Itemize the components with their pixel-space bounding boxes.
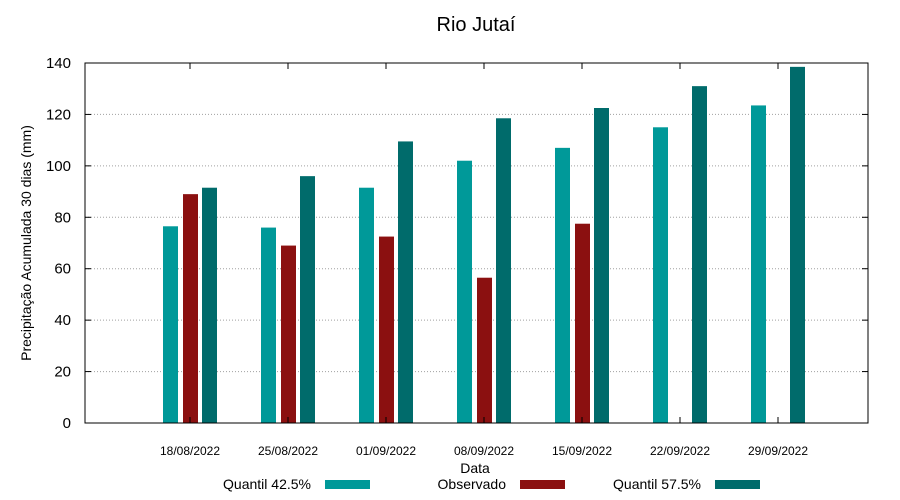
legend-label: Quantil 57.5% bbox=[613, 476, 701, 492]
y-tick-label: 60 bbox=[54, 261, 71, 278]
bar-quantil-57-5 bbox=[398, 141, 413, 423]
y-tick-label: 80 bbox=[54, 209, 71, 226]
legend-swatch-observado bbox=[520, 480, 565, 489]
bar-quantil-57-5 bbox=[202, 187, 217, 423]
bar-quantil-42-5 bbox=[653, 127, 668, 424]
legend-label: Quantil 42.5% bbox=[223, 476, 311, 492]
x-tick-label: 15/09/2022 bbox=[552, 444, 612, 458]
y-tick-label: 40 bbox=[54, 312, 71, 329]
bar-quantil-42-5 bbox=[457, 160, 472, 423]
x-tick-label: 18/08/2022 bbox=[160, 444, 220, 458]
x-tick-label: 08/09/2022 bbox=[454, 444, 514, 458]
y-tick-label: 100 bbox=[46, 158, 71, 175]
bar-observado bbox=[281, 245, 296, 423]
bar-quantil-57-5 bbox=[496, 118, 511, 424]
bar-quantil-57-5 bbox=[300, 176, 315, 423]
y-tick-label: 120 bbox=[46, 106, 71, 123]
plot-frame bbox=[84, 62, 869, 424]
y-axis-label: Precipitação Acumulada 30 dias (mm) bbox=[18, 125, 34, 361]
x-tick-label: 22/09/2022 bbox=[650, 444, 710, 458]
bar-quantil-57-5 bbox=[594, 108, 609, 423]
legend-swatch-quantil-42-5 bbox=[325, 480, 370, 489]
bar-quantil-42-5 bbox=[359, 187, 374, 423]
legend-label: Observado bbox=[438, 476, 507, 492]
bar-observado bbox=[183, 194, 198, 423]
y-tick-label: 0 bbox=[63, 415, 71, 432]
bar-quantil-42-5 bbox=[751, 105, 766, 423]
legend-swatch-quantil-57-5 bbox=[715, 480, 760, 489]
x-tick-label: 25/08/2022 bbox=[258, 444, 318, 458]
bar-quantil-42-5 bbox=[163, 226, 178, 423]
legend: Quantil 42.5% Observado Quantil 57.5% bbox=[223, 476, 760, 492]
bar-quantil-57-5 bbox=[692, 86, 707, 424]
x-tick-label: 29/09/2022 bbox=[748, 444, 808, 458]
bar-observado bbox=[379, 236, 394, 423]
bars bbox=[163, 66, 805, 424]
y-tick-label: 20 bbox=[54, 364, 71, 381]
y-axis-ticks: 0 20 40 60 80 100 120 140 bbox=[46, 55, 868, 432]
chart-title: Rio Jutaí bbox=[437, 14, 516, 36]
bar-quantil-42-5 bbox=[555, 147, 570, 423]
x-axis-label: Data bbox=[460, 460, 490, 476]
bar-quantil-57-5 bbox=[790, 66, 805, 423]
x-axis-ticks: 18/08/2022 25/08/2022 01/09/2022 08/09/2022… bbox=[160, 63, 808, 458]
y-tick-label: 140 bbox=[46, 55, 71, 72]
bar-observado bbox=[477, 277, 492, 423]
bar-quantil-42-5 bbox=[261, 227, 276, 423]
bar-observado bbox=[575, 223, 590, 423]
x-tick-label: 01/09/2022 bbox=[356, 444, 416, 458]
